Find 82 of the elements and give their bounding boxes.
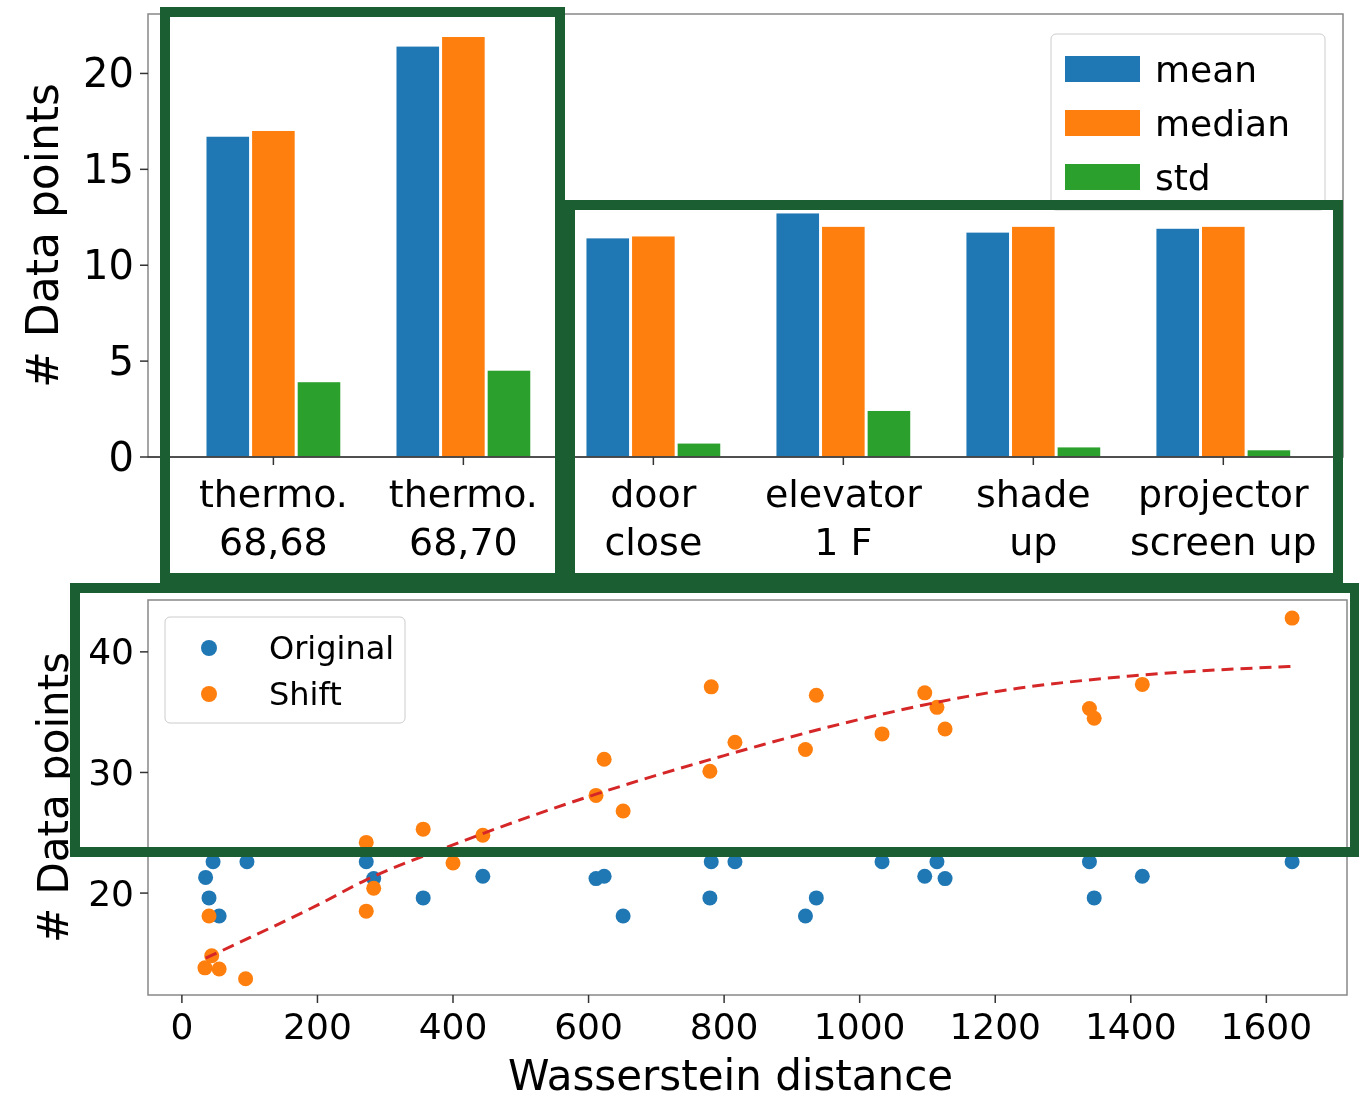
x-tick-label: door close	[604, 472, 703, 564]
legend-label: std	[1155, 156, 1211, 198]
point	[929, 699, 945, 715]
x-tick-label: elevator 1 F	[764, 472, 923, 564]
point	[1284, 610, 1300, 626]
point	[937, 871, 953, 887]
point	[727, 734, 743, 750]
point	[615, 803, 631, 819]
bar	[297, 382, 341, 457]
x-tick-label: shade up	[975, 472, 1091, 564]
x-tick-label: 600	[554, 1006, 623, 1047]
point	[1134, 676, 1150, 692]
bar	[442, 37, 485, 457]
bar	[632, 236, 675, 457]
point	[201, 908, 217, 924]
legend-label: mean	[1155, 48, 1258, 90]
x-tick-label: 1400	[1084, 1006, 1177, 1047]
bar	[776, 213, 820, 457]
bar	[867, 410, 911, 457]
point	[615, 908, 631, 924]
x-tick-label: thermo. 68,70	[388, 472, 538, 564]
point	[211, 961, 227, 977]
y-tick-label: 0	[108, 434, 134, 480]
point	[358, 903, 374, 919]
legend-label: median	[1155, 102, 1290, 144]
point	[197, 960, 213, 976]
point	[415, 821, 431, 837]
legend-label: Shift	[269, 675, 342, 714]
bar	[586, 238, 630, 457]
point	[596, 751, 612, 767]
x-axis-title: Wasserstein distance	[507, 1051, 954, 1094]
point	[797, 908, 813, 924]
point	[1086, 710, 1102, 726]
x-tick-label: projector screen up	[1130, 472, 1317, 564]
x-tick-label: 800	[689, 1006, 759, 1047]
y-tick-label: 20	[83, 50, 134, 97]
bar	[396, 46, 440, 457]
point	[808, 890, 824, 906]
x-tick-label: 0	[170, 1006, 194, 1047]
bar	[252, 130, 295, 457]
bar	[1202, 226, 1245, 457]
point	[874, 726, 890, 742]
point	[201, 890, 217, 906]
x-tick-label: thermo. 68,68	[198, 472, 348, 564]
point	[475, 868, 491, 884]
point	[596, 868, 612, 884]
y-tick-label: 5	[108, 338, 134, 385]
x-tick-label: 200	[283, 1006, 352, 1047]
y-tick-label: 30	[88, 752, 134, 794]
y-tick-label: 15	[83, 146, 134, 193]
point	[937, 721, 953, 737]
point	[703, 679, 719, 695]
point	[198, 869, 214, 885]
y-axis-title: # Data points	[29, 651, 78, 944]
point	[445, 855, 461, 871]
y-tick-label: 20	[88, 872, 134, 914]
bar	[822, 226, 865, 457]
bar	[1057, 447, 1101, 457]
point	[1134, 868, 1150, 884]
point	[415, 890, 431, 906]
point	[808, 687, 824, 703]
point	[702, 890, 718, 906]
legend-label: Original	[269, 629, 395, 668]
x-tick-label: 1000	[813, 1006, 906, 1047]
point	[797, 742, 813, 758]
bar	[206, 136, 250, 457]
x-tick-label: 1600	[1220, 1006, 1313, 1047]
point	[366, 880, 382, 896]
bar	[1156, 228, 1200, 457]
point	[238, 971, 254, 987]
y-axis-title: # Data points	[17, 82, 68, 389]
point	[917, 868, 933, 884]
point	[702, 763, 718, 779]
bar	[487, 370, 531, 457]
x-tick-label: 1200	[949, 1006, 1042, 1047]
bar	[1012, 226, 1055, 457]
bar	[966, 232, 1010, 457]
x-tick-label: 400	[418, 1006, 488, 1047]
point	[1086, 890, 1102, 906]
y-tick-label: 10	[83, 242, 134, 289]
point	[917, 685, 933, 701]
y-tick-label: 40	[88, 631, 134, 673]
